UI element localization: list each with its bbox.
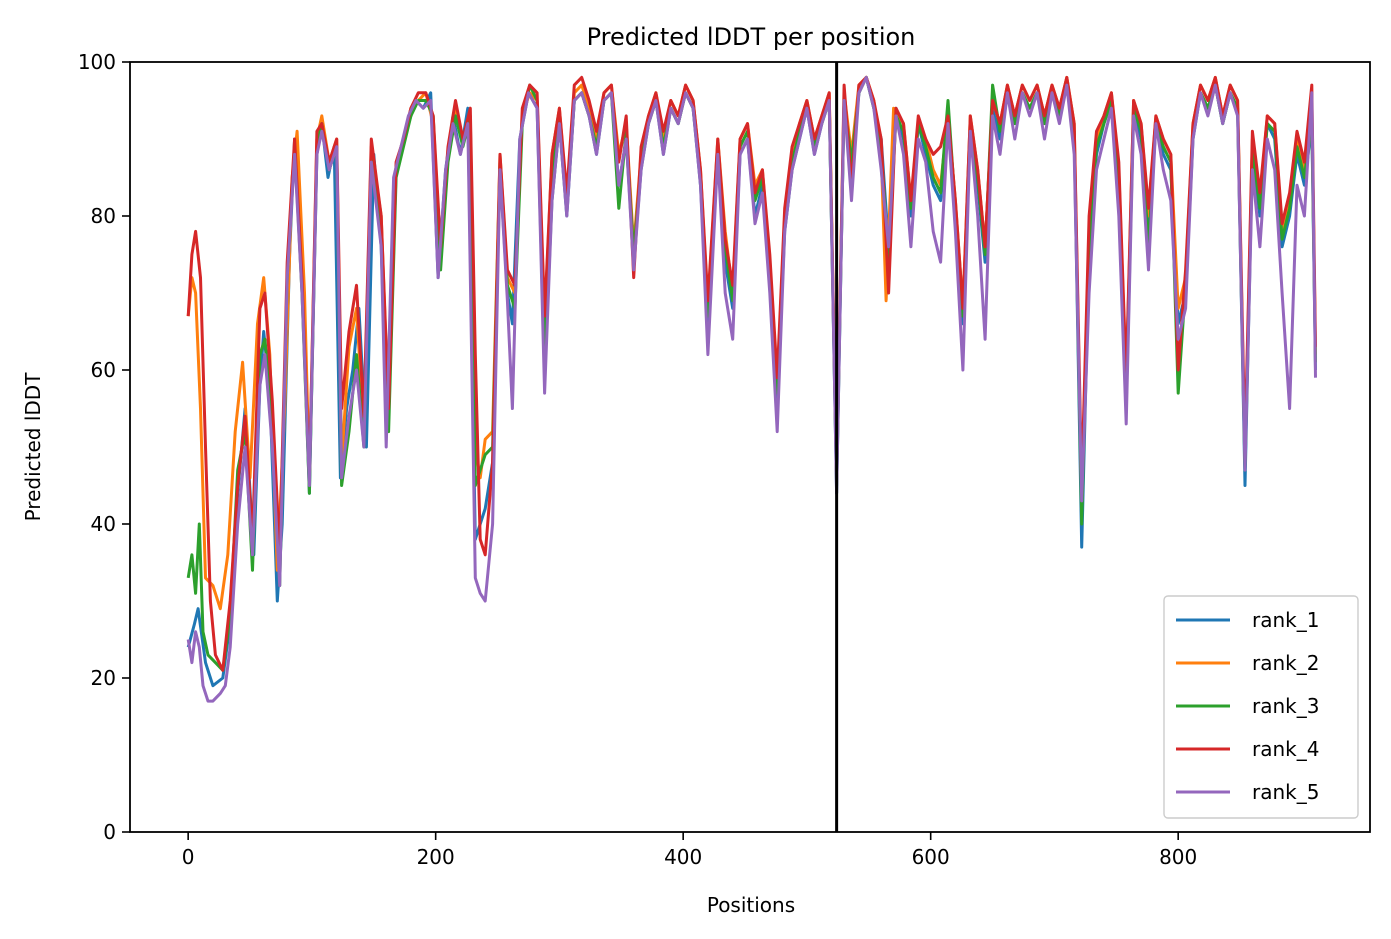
legend-box bbox=[1163, 595, 1359, 819]
x-tick-label: 800 bbox=[1159, 845, 1197, 869]
y-tick-label: 100 bbox=[78, 50, 116, 74]
x-tick-label: 600 bbox=[912, 845, 950, 869]
legend-label-3: rank_3 bbox=[1252, 694, 1319, 718]
x-tick-label: 0 bbox=[182, 845, 195, 869]
y-tick-label: 0 bbox=[103, 820, 116, 844]
x-axis: 0 200 400 600 800 bbox=[182, 832, 1197, 869]
y-tick-label: 80 bbox=[91, 204, 116, 228]
x-tick-label: 400 bbox=[664, 845, 702, 869]
legend-label-4: rank_4 bbox=[1252, 737, 1319, 761]
x-tick-label: 200 bbox=[417, 845, 455, 869]
chart-title: Predicted lDDT per position bbox=[587, 23, 916, 51]
plot-frame bbox=[129, 61, 1371, 833]
legend-label-5: rank_5 bbox=[1252, 780, 1319, 804]
y-tick-label: 40 bbox=[91, 512, 116, 536]
y-tick-label: 20 bbox=[91, 666, 116, 690]
legend-label-2: rank_2 bbox=[1252, 651, 1319, 675]
x-axis-title: Positions bbox=[707, 893, 795, 917]
legend-label-1: rank_1 bbox=[1252, 608, 1319, 632]
y-tick-label: 60 bbox=[91, 358, 116, 382]
series-line-5 bbox=[186, 75, 1317, 703]
y-axis: 0 20 40 60 80 100 bbox=[78, 50, 130, 844]
series-layer bbox=[186, 75, 1317, 703]
legend: rank_1 rank_2 rank_3 rank_4 rank_5 bbox=[1163, 595, 1359, 819]
y-axis-title: Predicted lDDT bbox=[21, 372, 45, 522]
